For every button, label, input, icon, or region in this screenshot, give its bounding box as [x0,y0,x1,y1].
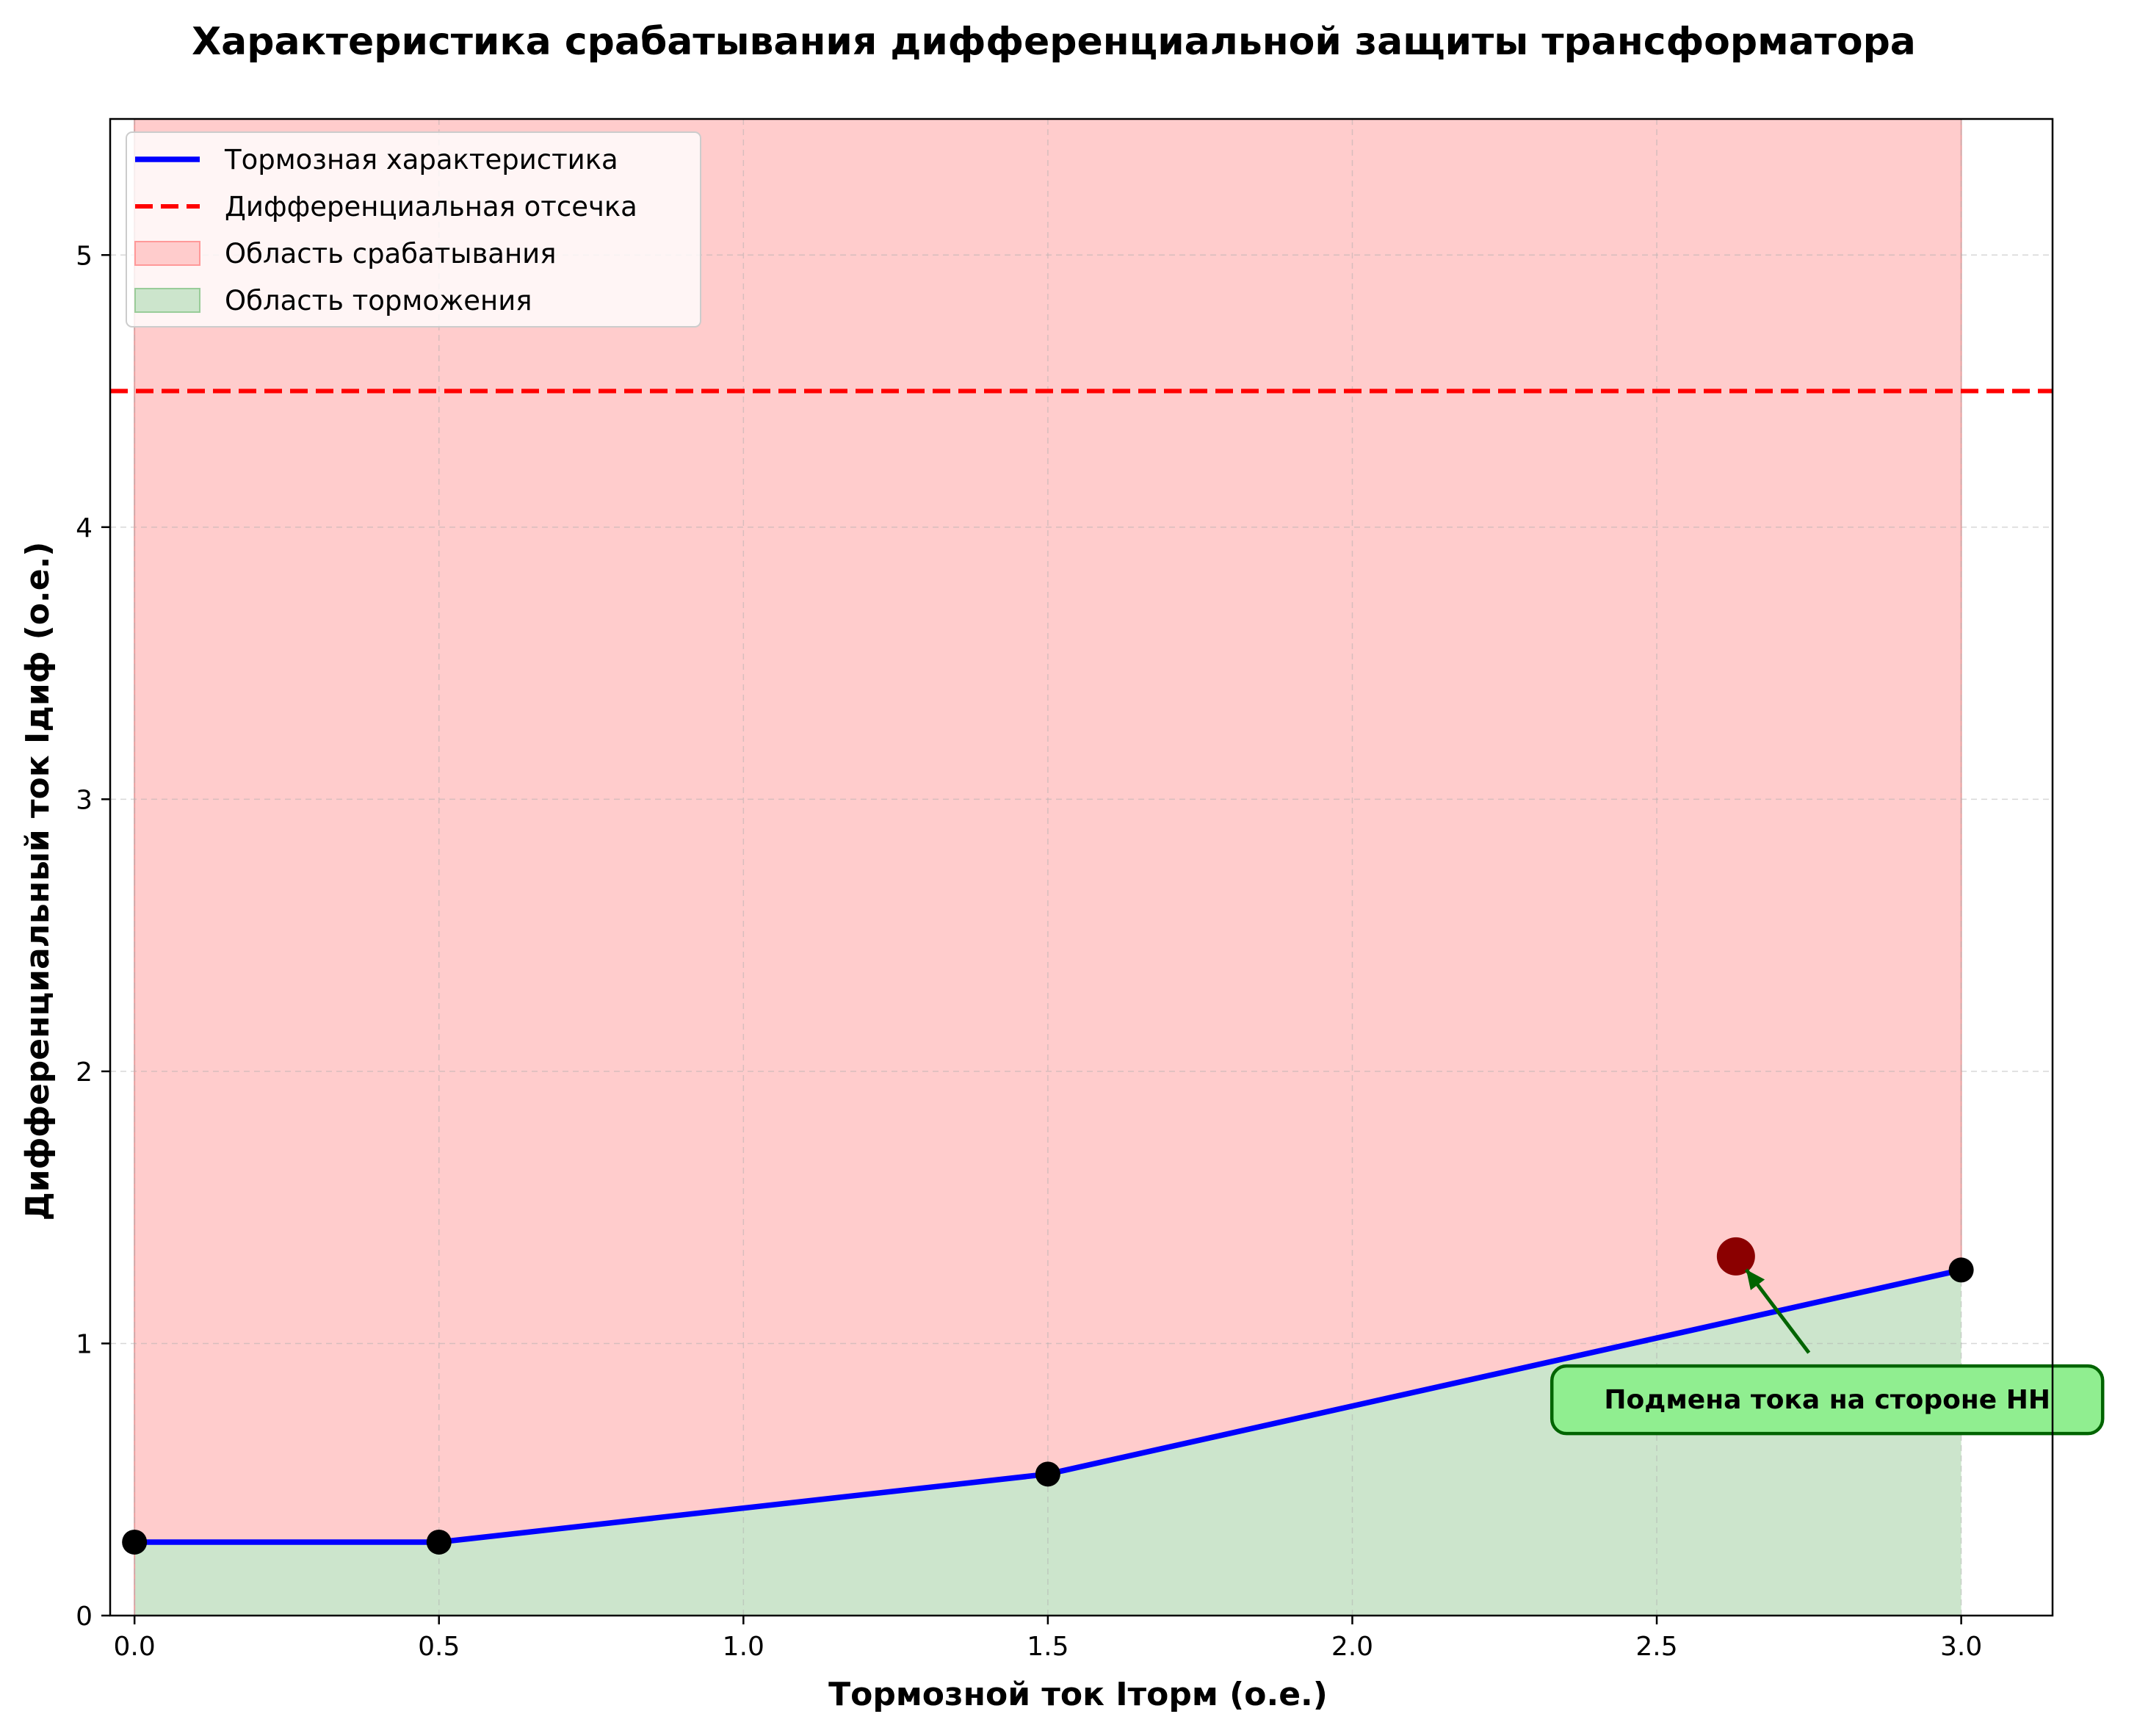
axis-ticks: 0.0 0.5 1.0 1.5 2.0 2.5 3.0 0 1 2 3 4 5 [76,241,1982,1662]
annotation-box [1550,1364,2105,1436]
legend: Тормозная характеристика Дифференциальная… [126,131,701,328]
annotation-arrowhead [1746,1269,1765,1290]
data-markers [122,1257,1974,1555]
y-tick-label: 1 [76,1329,93,1359]
data-point [1035,1461,1060,1487]
legend-label-operate: Область срабатывания [225,238,556,270]
y-tick-label: 2 [76,1057,93,1088]
series-line-restraint [134,1267,1962,1545]
data-point [122,1529,148,1555]
x-tick-label: 2.5 [1635,1632,1677,1662]
grid [110,119,2053,1616]
data-point [426,1529,452,1555]
x-tick-label: 3.0 [1940,1632,1982,1662]
annotation: Подмена тока на стороне НН [1550,1237,2105,1436]
x-tick-label: 1.0 [723,1632,764,1662]
legend-label-restraint-area: Область торможения [225,285,532,317]
plot-frame [109,117,2054,1617]
legend-label-restraint: Тормозная характеристика [224,144,618,176]
legend-swatch-operate [134,241,200,266]
y-axis-label: Дифференциальный ток Iдиф (о.е.) [19,542,57,1221]
data-point [1948,1257,1974,1283]
highlight-point [1716,1237,1755,1276]
x-tick-label: 1.5 [1027,1632,1068,1662]
x-tick-label: 2.0 [1331,1632,1373,1662]
y-tick-label: 0 [76,1602,93,1632]
annotation-text: Подмена тока на стороне НН [1604,1385,2050,1415]
legend-box [126,131,701,328]
x-tick-label: 0.5 [418,1632,460,1662]
legend-swatch-restraint-area [134,288,200,313]
restraint-area [134,1270,1961,1616]
x-axis-label: Тормозной ток Iторм (о.е.) [828,1676,1328,1713]
chart-title: Характеристика срабатывания дифференциал… [192,20,1916,64]
y-tick-label: 5 [76,241,93,271]
x-tick-label: 0.0 [114,1632,156,1662]
series [110,388,2053,1545]
y-tick-label: 4 [76,513,93,543]
y-tick-label: 3 [76,785,93,815]
legend-label-cutoff: Дифференциальная отсечка [225,191,637,223]
